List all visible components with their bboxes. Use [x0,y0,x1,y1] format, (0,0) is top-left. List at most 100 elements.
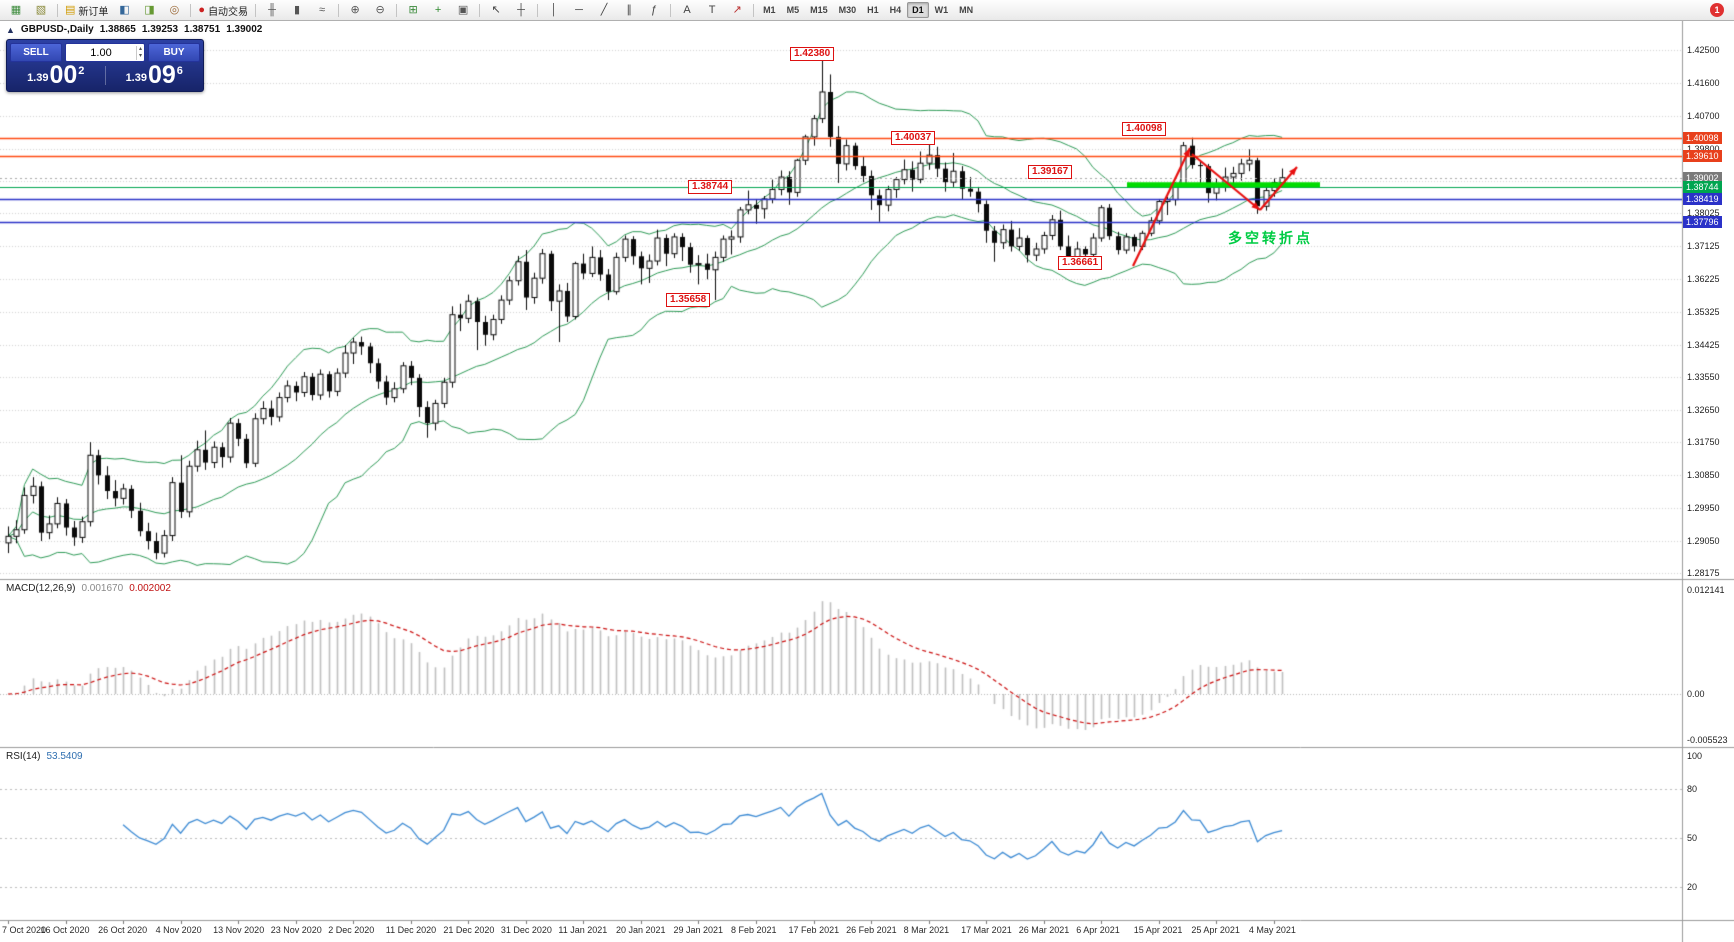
buy-price-point: 6 [176,65,183,77]
line-chart-button[interactable]: ≈ [310,1,334,20]
cursor-button[interactable]: ↖ [484,1,508,20]
sell-button[interactable]: SELL [10,43,62,62]
bar-chart-icon: ╫ [268,3,276,16]
time-axis-label: 2 Dec 2020 [328,925,375,935]
text-label-button[interactable]: T [700,1,724,20]
candlestick-chart-button[interactable]: ▮ [285,1,309,20]
chart-profiles-button[interactable]: ▧ [29,1,53,20]
timeframe-m30[interactable]: M30 [838,5,857,15]
zoom-out-icon: ⊖ [375,3,385,16]
zoom-in-button[interactable]: ⊕ [343,1,367,20]
fibonacci-icon: ƒ [651,3,658,16]
macd-signal-value: 0.002002 [129,583,171,594]
price-flag[interactable]: 1.35658 [666,292,711,307]
volume-up-icon[interactable]: ▴ [138,45,142,52]
rsi-axis-label: 100 [1687,751,1703,761]
bar-chart-button[interactable]: ╫ [260,1,284,20]
market-watch-button[interactable]: ◧ [112,1,136,20]
time-axis-label: 17 Mar 2021 [961,925,1012,935]
price-axis-label: 1.41600 [1687,77,1720,88]
indicators-list-button[interactable]: + [426,1,450,20]
equidistant-channel-button[interactable]: ∥ [617,1,641,20]
price-flag[interactable]: 1.40098 [1122,121,1167,136]
toolbar-separator [537,3,539,17]
zoom-out-button[interactable]: ⊖ [368,1,392,20]
trendline-icon: ╱ [600,3,608,16]
tile-windows-button[interactable]: ⊞ [401,1,425,20]
rsi-axis-label: 50 [1687,833,1698,843]
buy-button[interactable]: BUY [148,43,200,62]
rsi-title-text: RSI(14) [6,751,41,762]
volume-input[interactable] [66,45,136,60]
price-flag[interactable]: 1.40037 [891,130,936,145]
text-button[interactable]: A [675,1,699,20]
horizontal-line-icon: ─ [575,3,583,16]
buy-price[interactable]: 1.39 09 6 [108,63,202,88]
toolbar-separator [255,3,257,17]
volume-down-icon[interactable]: ▾ [138,52,142,59]
text-icon: A [683,3,691,16]
horizontal-line-button[interactable]: ─ [567,1,591,20]
price-axis-tag: 1.40098 [1683,131,1722,144]
autotrading-button[interactable]: ● 自动交易 [195,1,251,20]
sell-price[interactable]: 1.39 00 2 [9,63,103,88]
timeframe-m1[interactable]: M1 [763,5,776,15]
trendline-button[interactable]: ╱ [592,1,616,20]
price-axis-tag: 1.38419 [1683,192,1722,205]
price-axis-label: 1.36225 [1687,274,1720,285]
time-axis-label: 23 Nov 2020 [270,925,322,935]
price-axis-label: 1.39800 [1687,144,1720,154]
objects-list-button[interactable]: ▣ [451,1,475,20]
toolbar-separator [753,3,755,17]
timeframe-h4[interactable]: H4 [889,5,902,15]
buy-price-base: 1.39 [125,72,147,84]
price-flag[interactable]: 1.36661 [1058,256,1103,271]
time-axis-label: 15 Apr 2021 [1133,925,1183,935]
fibonacci-button[interactable]: ƒ [642,1,666,20]
time-axis-label: 4 May 2021 [1248,925,1296,935]
ohlc-high: 1.39253 [141,24,179,35]
time-axis-label: 13 Nov 2020 [213,925,265,935]
price-axis-label: 1.28175 [1687,568,1720,578]
notifications-badge[interactable]: 1 [1710,3,1724,17]
arrows-tool-icon: ↗ [732,3,742,16]
price-axis-tag: 1.39002 [1683,171,1722,184]
timeframe-m15[interactable]: M15 [810,5,828,15]
crosshair-button[interactable]: ┼ [509,1,533,20]
zoom-in-icon: ⊕ [350,3,360,16]
autotrading-label: 自动交易 [208,6,249,18]
navigator-button[interactable]: ◎ [162,1,186,20]
price-flag[interactable]: 1.42380 [790,47,835,62]
toolbar-separator [479,3,481,17]
price-flag[interactable]: 1.39167 [1028,164,1073,179]
timeframe-mn[interactable]: MN [959,5,974,15]
timeframe-h1[interactable]: H1 [867,5,879,15]
data-window-button[interactable]: ◨ [137,1,161,20]
data-window-icon: ◨ [144,3,155,16]
timeframe-m5[interactable]: M5 [786,5,800,15]
text-label-icon: T [708,3,716,16]
price-axis-label: 1.35325 [1687,306,1720,317]
new-order-icon: ▤ [65,3,76,16]
new-chart-button[interactable]: ▦ [4,1,28,20]
arrows-tool-button[interactable]: ↗ [725,1,749,20]
toolbar-separator [57,3,58,17]
price-flag[interactable]: 1.38744 [688,180,733,195]
annotation-text[interactable]: 多空转折点 [1228,230,1313,246]
timeframe-w1[interactable]: W1 [934,5,949,15]
time-axis-label: 21 Dec 2020 [443,925,495,935]
sell-price-point: 2 [78,65,85,77]
rsi-axis-label: 20 [1687,882,1698,893]
timeframe-d1[interactable]: D1 [907,2,929,18]
one-click-trading-panel: SELL ▴ ▾ BUY 1.39 00 2 1.39 09 6 [6,39,204,92]
time-axis-label: 8 Feb 2021 [731,925,777,935]
navigator-icon: ◎ [169,3,180,16]
new-order-button[interactable]: ▤ 新订单 [62,1,111,20]
price-axis-label: 1.34425 [1687,339,1720,350]
vertical-line-button[interactable]: │ [542,1,566,20]
time-axis-label: 11 Jan 2021 [558,925,608,935]
one-click-toggle-icon[interactable]: ▲ [6,24,15,35]
